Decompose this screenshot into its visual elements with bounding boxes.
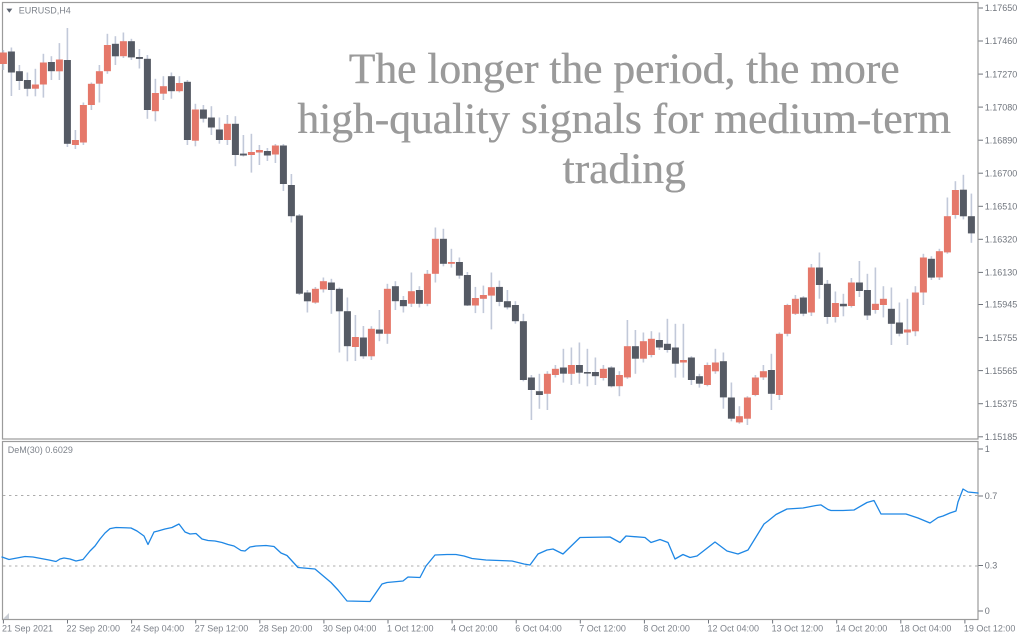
svg-text:1.16700: 1.16700 bbox=[985, 168, 1018, 178]
svg-text:1.16130: 1.16130 bbox=[985, 268, 1018, 278]
svg-text:12 Oct 04:00: 12 Oct 04:00 bbox=[708, 624, 760, 634]
svg-text:1.16510: 1.16510 bbox=[985, 202, 1018, 212]
svg-text:18 Oct 04:00: 18 Oct 04:00 bbox=[900, 624, 952, 634]
svg-text:7 Oct 12:00: 7 Oct 12:00 bbox=[579, 624, 626, 634]
svg-text:27 Sep 12:00: 27 Sep 12:00 bbox=[195, 624, 249, 634]
svg-text:DeM(30) 0.6029: DeM(30) 0.6029 bbox=[8, 445, 73, 455]
svg-text:1.15375: 1.15375 bbox=[985, 399, 1018, 409]
svg-text:0.7: 0.7 bbox=[985, 491, 998, 501]
svg-text:EURUSD,H4: EURUSD,H4 bbox=[19, 6, 71, 16]
svg-text:19 Oct 12:00: 19 Oct 12:00 bbox=[964, 624, 1016, 634]
svg-text:30 Sep 04:00: 30 Sep 04:00 bbox=[323, 624, 377, 634]
svg-text:1.17460: 1.17460 bbox=[985, 36, 1018, 46]
svg-text:1.17080: 1.17080 bbox=[985, 102, 1018, 112]
svg-text:21 Sep 2021: 21 Sep 2021 bbox=[2, 624, 53, 634]
svg-text:24 Sep 04:00: 24 Sep 04:00 bbox=[131, 624, 185, 634]
svg-text:0: 0 bbox=[985, 606, 990, 616]
svg-text:4 Oct 20:00: 4 Oct 20:00 bbox=[451, 624, 498, 634]
svg-text:14 Oct 20:00: 14 Oct 20:00 bbox=[836, 624, 888, 634]
svg-text:28 Sep 20:00: 28 Sep 20:00 bbox=[259, 624, 313, 634]
svg-text:6 Oct 04:00: 6 Oct 04:00 bbox=[515, 624, 562, 634]
svg-text:1: 1 bbox=[985, 444, 990, 454]
svg-text:0.3: 0.3 bbox=[985, 561, 998, 571]
svg-text:1.15565: 1.15565 bbox=[985, 366, 1018, 376]
svg-text:1.17270: 1.17270 bbox=[985, 69, 1018, 79]
svg-text:1.16320: 1.16320 bbox=[985, 235, 1018, 245]
svg-text:1.15185: 1.15185 bbox=[985, 432, 1018, 442]
svg-text:1.15755: 1.15755 bbox=[985, 333, 1018, 343]
svg-text:1.17650: 1.17650 bbox=[985, 3, 1018, 13]
svg-text:13 Oct 12:00: 13 Oct 12:00 bbox=[772, 624, 824, 634]
svg-text:1.15945: 1.15945 bbox=[985, 300, 1018, 310]
svg-text:1 Oct 12:00: 1 Oct 12:00 bbox=[387, 624, 434, 634]
svg-text:8 Oct 20:00: 8 Oct 20:00 bbox=[643, 624, 690, 634]
svg-text:22 Sep 20:00: 22 Sep 20:00 bbox=[67, 624, 121, 634]
svg-text:1.16890: 1.16890 bbox=[985, 135, 1018, 145]
